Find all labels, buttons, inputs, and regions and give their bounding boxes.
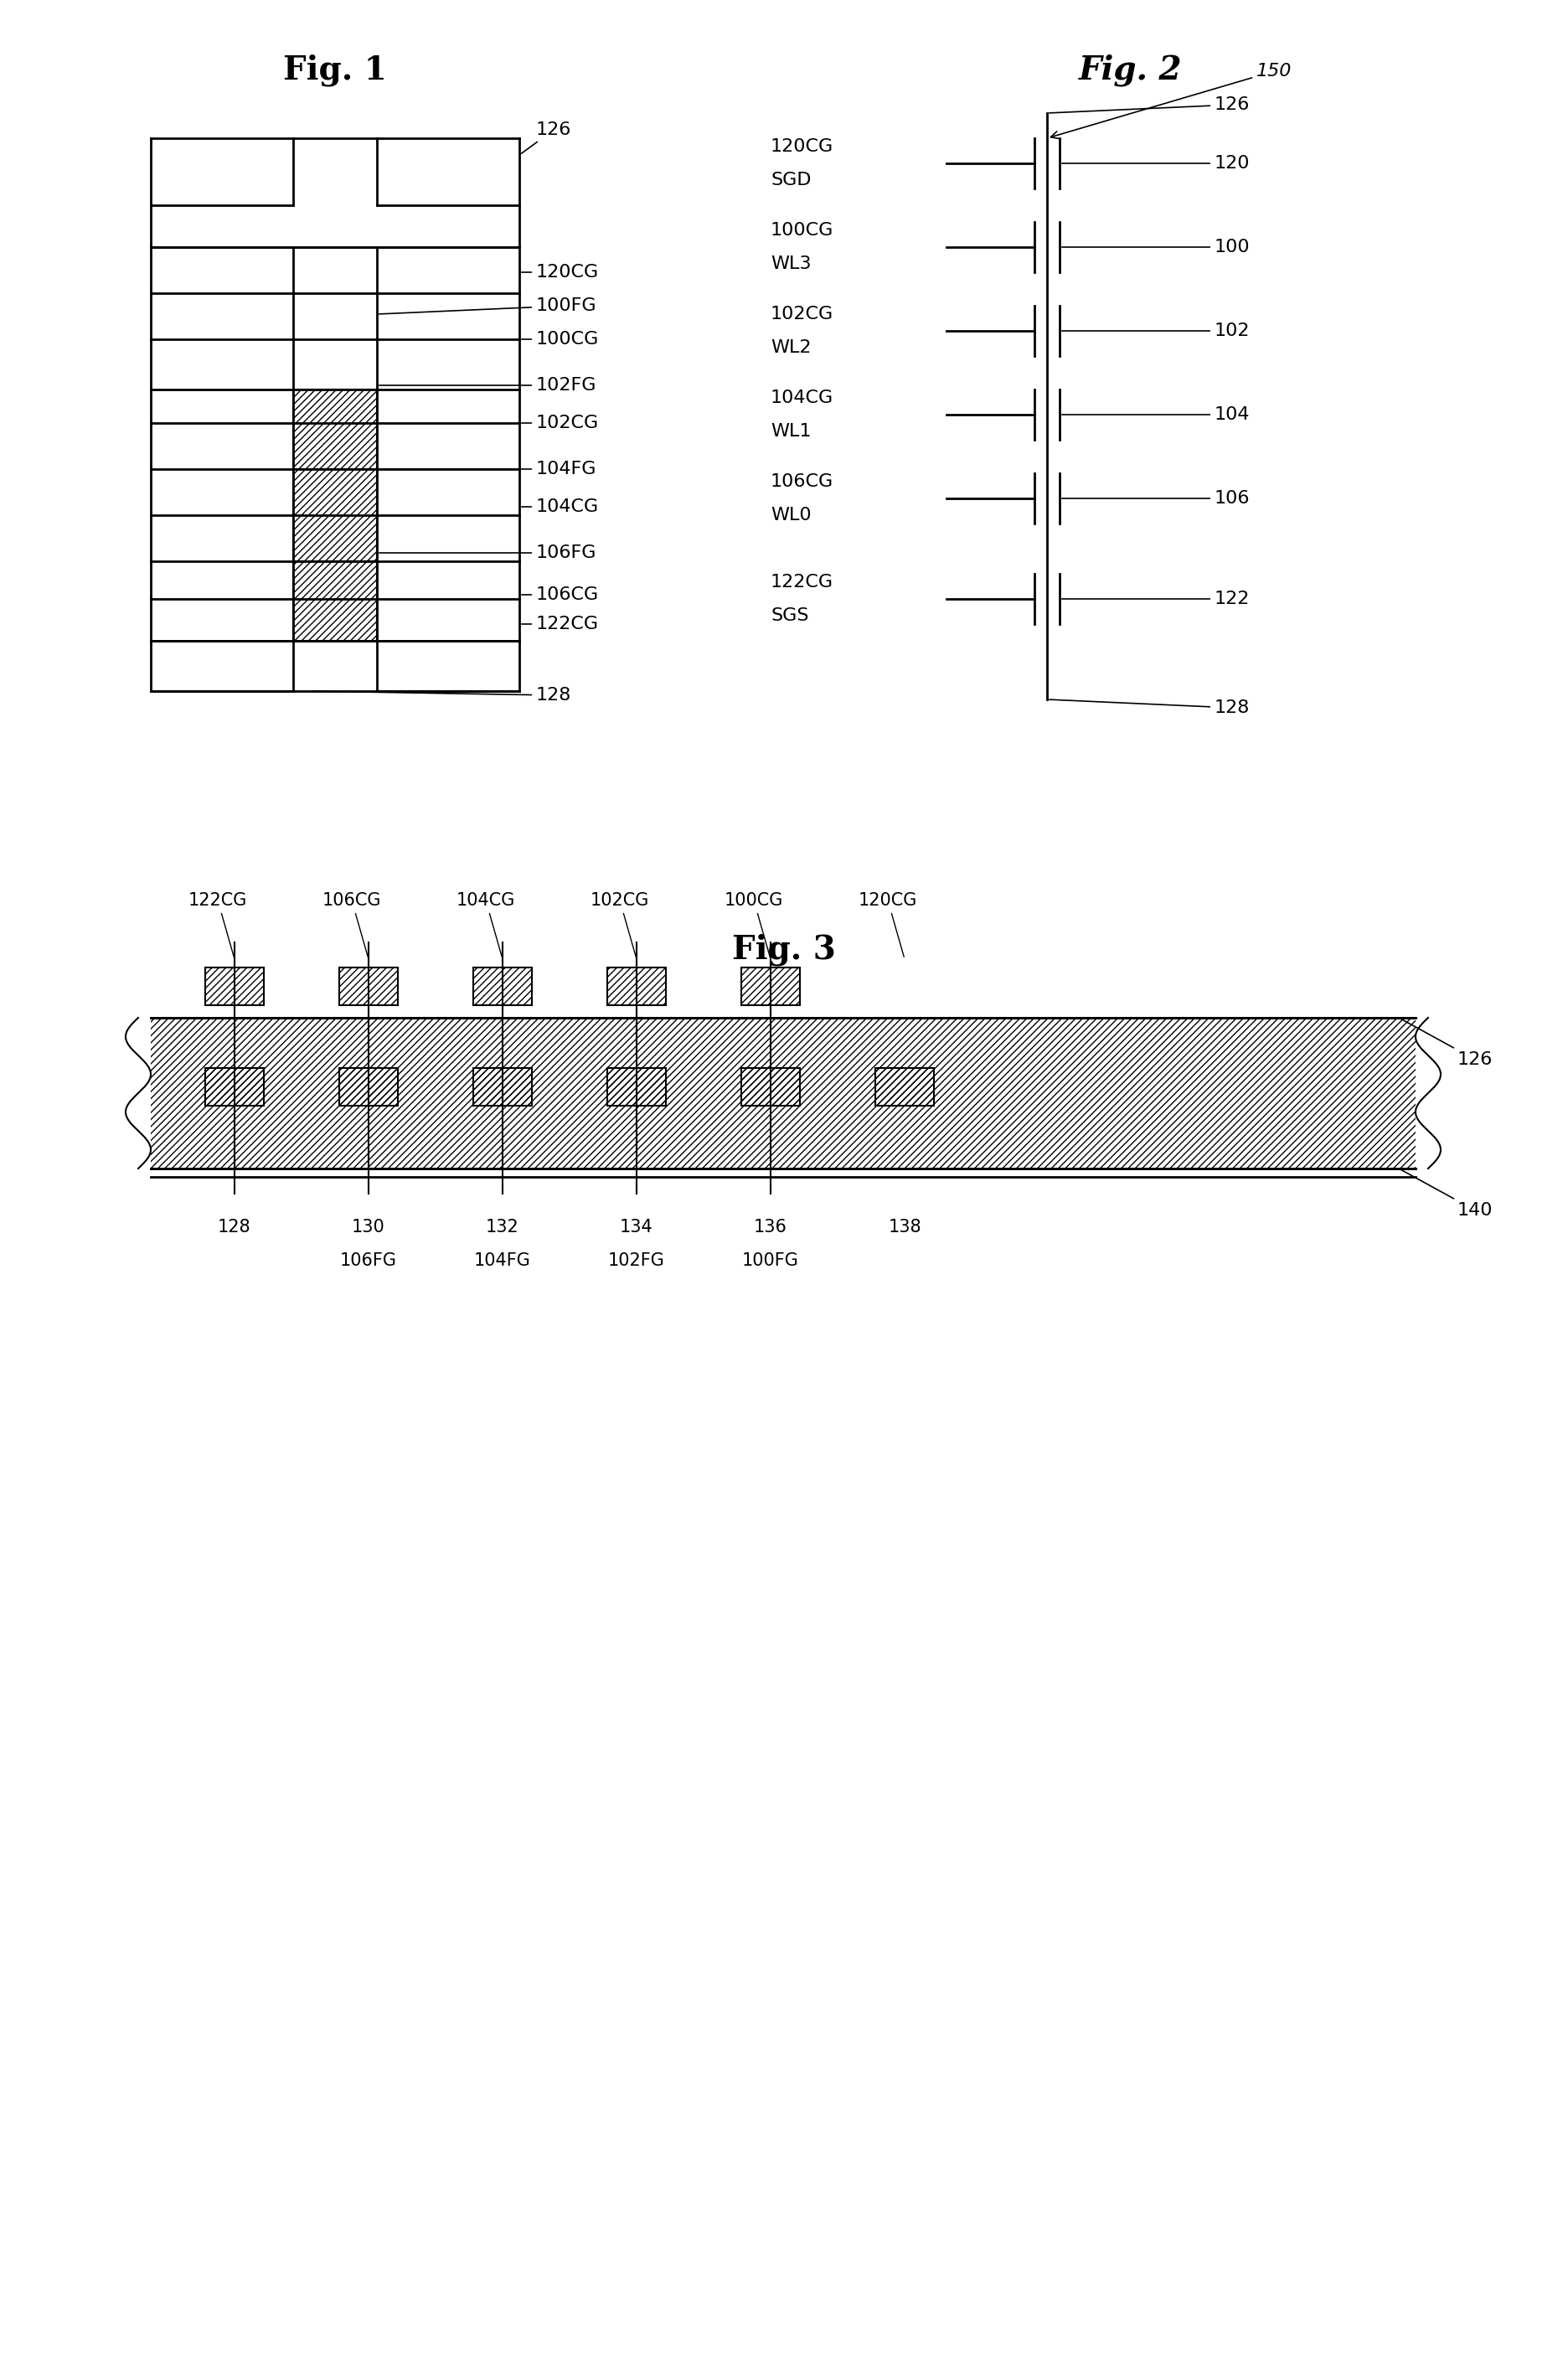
Text: 122: 122: [1062, 590, 1250, 608]
Bar: [293, 389, 376, 469]
Text: 122CG: 122CG: [188, 891, 248, 957]
Text: 128: 128: [1049, 700, 1250, 717]
Text: 100FG: 100FG: [379, 297, 597, 314]
Bar: [875, 1068, 935, 1106]
Text: 106CG: 106CG: [770, 474, 834, 490]
Text: 126: 126: [521, 123, 572, 153]
Text: 106FG: 106FG: [340, 1252, 397, 1269]
Text: WL2: WL2: [770, 340, 811, 356]
Bar: [293, 469, 376, 561]
Text: 132: 132: [486, 1219, 519, 1236]
Text: WL3: WL3: [770, 255, 811, 271]
Text: Fig. 3: Fig. 3: [732, 934, 836, 967]
Text: 100: 100: [1062, 238, 1250, 255]
Bar: [339, 967, 398, 1005]
Text: 122CG: 122CG: [770, 573, 834, 590]
Text: 106CG: 106CG: [323, 891, 381, 957]
Text: Fig. 1: Fig. 1: [284, 54, 387, 87]
Text: SGS: SGS: [770, 608, 809, 625]
Bar: [607, 967, 666, 1005]
Text: 102FG: 102FG: [379, 377, 597, 394]
Bar: [339, 1068, 398, 1106]
Text: 122CG: 122CG: [522, 615, 599, 632]
Text: 104FG: 104FG: [474, 1252, 532, 1269]
Text: 102: 102: [1062, 323, 1250, 340]
Text: 134: 134: [619, 1219, 654, 1236]
Text: WL1: WL1: [770, 422, 811, 441]
Text: 100CG: 100CG: [522, 330, 599, 347]
Text: 120CG: 120CG: [522, 264, 599, 281]
Text: 106: 106: [1062, 490, 1250, 507]
Text: 102FG: 102FG: [608, 1252, 665, 1269]
Text: 106FG: 106FG: [379, 545, 597, 561]
Text: 100FG: 100FG: [742, 1252, 800, 1269]
Text: 128: 128: [218, 1219, 251, 1236]
Bar: [474, 1068, 532, 1106]
Text: 150: 150: [1051, 64, 1292, 139]
Text: 102CG: 102CG: [522, 415, 599, 432]
Text: 104CG: 104CG: [770, 389, 834, 406]
Text: 102CG: 102CG: [591, 891, 649, 957]
Bar: [293, 561, 376, 641]
Text: Fig. 2: Fig. 2: [1079, 54, 1182, 87]
Text: WL0: WL0: [770, 507, 811, 523]
Text: 104CG: 104CG: [522, 498, 599, 514]
Text: 104: 104: [1062, 406, 1250, 422]
Text: 104FG: 104FG: [379, 460, 597, 476]
Bar: [205, 967, 263, 1005]
Text: 120: 120: [1062, 156, 1250, 172]
Text: 102CG: 102CG: [770, 307, 834, 323]
Text: 130: 130: [351, 1219, 386, 1236]
Text: 100CG: 100CG: [724, 891, 784, 957]
Text: 100CG: 100CG: [770, 222, 834, 238]
Text: 120CG: 120CG: [858, 891, 917, 957]
Text: 138: 138: [887, 1219, 922, 1236]
Text: 136: 136: [754, 1219, 787, 1236]
Text: 120CG: 120CG: [770, 139, 834, 156]
Bar: [205, 1068, 263, 1106]
Bar: [607, 1068, 666, 1106]
Text: 106CG: 106CG: [522, 587, 599, 604]
Text: SGD: SGD: [770, 172, 811, 189]
Bar: [474, 967, 532, 1005]
Text: 126: 126: [1049, 97, 1250, 113]
Text: 104CG: 104CG: [456, 891, 516, 957]
Bar: [151, 1019, 1416, 1170]
Bar: [742, 1068, 800, 1106]
Text: 140: 140: [1400, 1170, 1493, 1219]
Bar: [742, 967, 800, 1005]
Text: 128: 128: [312, 686, 572, 703]
Text: 126: 126: [1400, 1019, 1493, 1068]
